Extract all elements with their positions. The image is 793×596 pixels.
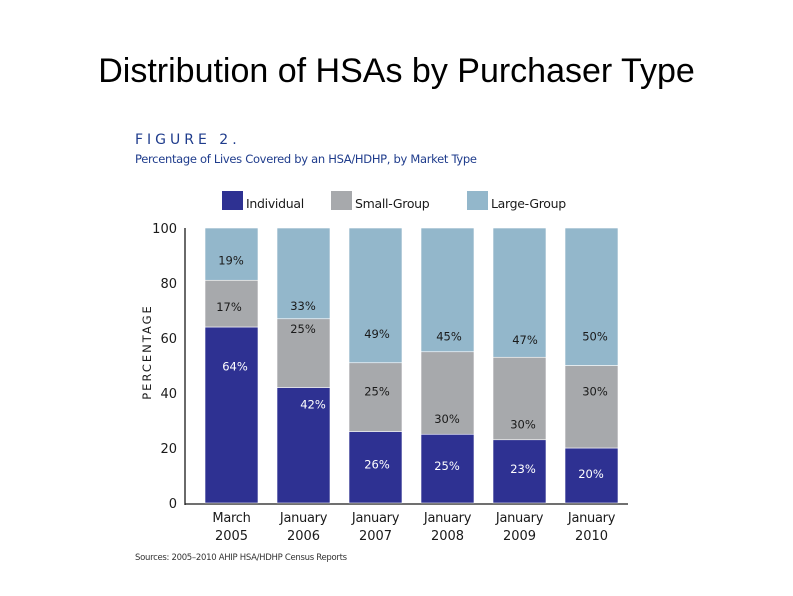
x-tick-label-3-line1: January xyxy=(351,511,400,526)
bar-small-group-3 xyxy=(348,362,403,432)
x-tick-label-5-line1: January xyxy=(495,511,544,526)
y-tick-label-80: 80 xyxy=(160,277,177,292)
data-label-small-group-3: 25% xyxy=(364,384,390,398)
data-label-small-group-5: 30% xyxy=(510,417,536,431)
bar-individual-4 xyxy=(420,433,475,504)
legend-label-3: Large-Group xyxy=(491,196,566,211)
x-tick-label-1-line1: March xyxy=(212,511,250,526)
bar-large-group-1 xyxy=(204,227,259,281)
data-label-individual-4: 25% xyxy=(434,459,460,473)
legend-swatch-1 xyxy=(222,191,243,210)
legend-label-2: Small-Group xyxy=(355,196,430,211)
legend-swatch-3 xyxy=(467,191,488,210)
y-tick-label-40: 40 xyxy=(160,387,177,402)
bar-individual-5 xyxy=(492,439,547,504)
y-tick-label-100: 100 xyxy=(152,222,177,237)
x-tick-label-6-line2: 2010 xyxy=(575,529,608,544)
legend-label-1: Individual xyxy=(246,196,304,211)
data-label-large-group-3: 49% xyxy=(364,327,390,341)
x-tick-label-4-line2: 2008 xyxy=(431,529,464,544)
y-tick-label-20: 20 xyxy=(160,442,177,457)
y-axis-label: PERCENTAGE xyxy=(140,304,154,400)
legend-swatch-2 xyxy=(331,191,352,210)
x-tick-label-5-line2: 2009 xyxy=(503,529,536,544)
y-tick-label-60: 60 xyxy=(160,332,177,347)
y-tick-label-0: 0 xyxy=(169,497,177,512)
figure-label: FIGURE 2. xyxy=(135,132,241,148)
data-label-individual-6: 20% xyxy=(578,467,604,481)
bar-small-group-2 xyxy=(276,318,331,388)
x-tick-label-6-line1: January xyxy=(567,511,616,526)
x-tick-label-4-line1: January xyxy=(423,511,472,526)
bar-large-group-2 xyxy=(276,227,331,320)
bar-large-group-5 xyxy=(492,227,547,358)
x-tick-label-3-line2: 2007 xyxy=(359,529,392,544)
bar-small-group-4 xyxy=(420,351,475,435)
data-label-large-group-5: 47% xyxy=(512,333,538,347)
data-label-individual-2: 42% xyxy=(300,398,326,412)
bar-small-group-6 xyxy=(564,365,619,449)
data-label-individual-1: 64% xyxy=(222,360,248,374)
data-label-small-group-1: 17% xyxy=(216,300,242,314)
bar-large-group-6 xyxy=(564,227,619,366)
bar-individual-1 xyxy=(204,326,259,504)
data-label-large-group-1: 19% xyxy=(218,253,244,267)
bar-individual-6 xyxy=(564,447,619,504)
data-label-individual-5: 23% xyxy=(510,462,536,476)
data-label-large-group-6: 50% xyxy=(582,329,608,343)
bar-large-group-4 xyxy=(420,227,475,353)
bar-large-group-3 xyxy=(348,227,403,364)
x-tick-label-1-line2: 2005 xyxy=(215,529,248,544)
x-tick-label-2-line1: January xyxy=(279,511,328,526)
source-note: Sources: 2005–2010 AHIP HSA/HDHP Census … xyxy=(135,553,347,563)
data-label-small-group-6: 30% xyxy=(582,384,608,398)
bar-individual-2 xyxy=(276,387,331,504)
figure-subtitle: Percentage of Lives Covered by an HSA/HD… xyxy=(135,152,477,166)
slide-title: Distribution of HSAs by Purchaser Type xyxy=(98,52,695,90)
x-tick-label-2-line2: 2006 xyxy=(287,529,320,544)
data-label-small-group-4: 30% xyxy=(434,412,460,426)
data-label-small-group-2: 25% xyxy=(290,322,316,336)
data-label-large-group-4: 45% xyxy=(436,330,462,344)
bar-individual-3 xyxy=(348,431,403,504)
data-label-individual-3: 26% xyxy=(364,458,390,472)
data-label-large-group-2: 33% xyxy=(290,299,316,313)
